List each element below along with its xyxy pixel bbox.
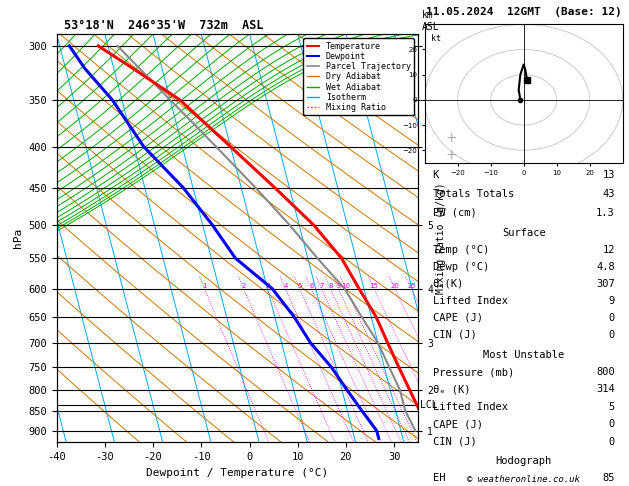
Text: θₑ(K): θₑ(K) (433, 279, 464, 289)
Text: CAPE (J): CAPE (J) (433, 419, 482, 429)
Text: 3: 3 (265, 283, 270, 289)
Text: CIN (J): CIN (J) (433, 330, 476, 340)
Y-axis label: hPa: hPa (13, 228, 23, 248)
Text: Lifted Index: Lifted Index (433, 402, 508, 412)
Text: 11.05.2024  12GMT  (Base: 12): 11.05.2024 12GMT (Base: 12) (426, 7, 621, 17)
Text: 0: 0 (608, 437, 615, 447)
Text: 5: 5 (608, 402, 615, 412)
Text: 1.3: 1.3 (596, 208, 615, 218)
Text: 1: 1 (203, 283, 207, 289)
Text: 12: 12 (603, 245, 615, 255)
Text: 53°18'N  246°35'W  732m  ASL: 53°18'N 246°35'W 732m ASL (64, 18, 264, 32)
Text: 9: 9 (608, 296, 615, 306)
Text: 5: 5 (298, 283, 302, 289)
Text: 8: 8 (328, 283, 333, 289)
Text: Pressure (mb): Pressure (mb) (433, 367, 514, 377)
Text: © weatheronline.co.uk: © weatheronline.co.uk (467, 474, 580, 484)
Text: EH: EH (433, 473, 445, 484)
Text: Temp (°C): Temp (°C) (433, 245, 489, 255)
Text: 85: 85 (603, 473, 615, 484)
Y-axis label: Mixing Ratio (g/kg): Mixing Ratio (g/kg) (436, 182, 446, 294)
Text: km
ASL: km ASL (421, 10, 439, 32)
Text: 7: 7 (320, 283, 324, 289)
Text: 25: 25 (407, 283, 416, 289)
Text: 13: 13 (603, 171, 615, 180)
Text: CAPE (J): CAPE (J) (433, 313, 482, 323)
Text: 4.8: 4.8 (596, 262, 615, 272)
Text: +: + (445, 131, 457, 145)
Text: 20: 20 (391, 283, 399, 289)
Text: Lifted Index: Lifted Index (433, 296, 508, 306)
Text: Totals Totals: Totals Totals (433, 189, 514, 199)
Text: 43: 43 (603, 189, 615, 199)
Text: +: + (445, 148, 457, 162)
Text: PW (cm): PW (cm) (433, 208, 476, 218)
Text: 307: 307 (596, 279, 615, 289)
Text: θₑ (K): θₑ (K) (433, 384, 470, 395)
Text: 10: 10 (341, 283, 350, 289)
Text: CIN (J): CIN (J) (433, 437, 476, 447)
Text: Most Unstable: Most Unstable (483, 349, 564, 360)
Text: 9: 9 (337, 283, 341, 289)
Text: 800: 800 (596, 367, 615, 377)
Text: K: K (433, 171, 439, 180)
Text: Dewp (°C): Dewp (°C) (433, 262, 489, 272)
Text: 314: 314 (596, 384, 615, 395)
Text: 0: 0 (608, 313, 615, 323)
X-axis label: Dewpoint / Temperature (°C): Dewpoint / Temperature (°C) (147, 468, 328, 478)
Text: 4: 4 (283, 283, 287, 289)
Text: 6: 6 (309, 283, 314, 289)
Text: Hodograph: Hodograph (496, 456, 552, 467)
Legend: Temperature, Dewpoint, Parcel Trajectory, Dry Adiabat, Wet Adiabat, Isotherm, Mi: Temperature, Dewpoint, Parcel Trajectory… (303, 38, 414, 115)
Text: LCL: LCL (420, 399, 437, 410)
Text: 15: 15 (370, 283, 379, 289)
Text: 0: 0 (608, 330, 615, 340)
Text: 2: 2 (242, 283, 246, 289)
Text: 0: 0 (608, 419, 615, 429)
Text: Surface: Surface (502, 228, 545, 238)
Text: kt: kt (431, 35, 441, 43)
